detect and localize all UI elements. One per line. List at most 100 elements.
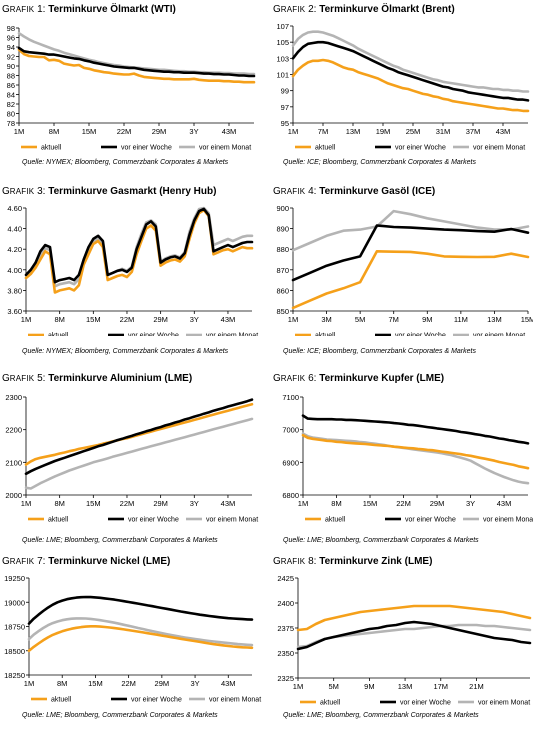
x-tick-label: 1M <box>21 499 31 508</box>
x-tick-label: 15M <box>521 315 533 324</box>
chart-panel-8: GRAFIK 8: Terminkurve Zink (LME) 2325 2350… <box>273 556 533 734</box>
series-line-vor-einer-woche <box>24 207 254 284</box>
legend-label: vor einer Woche <box>121 145 172 152</box>
y-tick-label: 97 <box>281 103 289 112</box>
y-tick-label: 107 <box>276 22 289 31</box>
x-tick-label: 31M <box>436 127 451 136</box>
x-tick-label: 22M <box>120 315 135 324</box>
x-tick-label: 3Y <box>466 499 475 508</box>
grafik-number: 6: <box>305 373 320 384</box>
series-line-vor-einer-woche <box>296 620 532 651</box>
chart-source: Quelle: ICE; Bloomberg, Commerzbank Corp… <box>283 348 476 355</box>
x-tick-label: 13M <box>346 127 361 136</box>
x-tick-label: 43M <box>221 679 236 688</box>
series-line-vor-einer-woche <box>291 40 530 102</box>
y-tick-label: 80 <box>7 110 15 119</box>
x-tick-label: 22M <box>117 127 132 136</box>
chart-source: Quelle: LME; Bloomberg, Commerzbank Corp… <box>283 537 479 544</box>
legend-label: vor einer Woche <box>395 145 446 152</box>
grafik-label-rest: RAFIK <box>280 374 306 383</box>
y-tick-label: 94 <box>7 43 15 52</box>
grafik-label-rest: RAFIK <box>280 187 306 196</box>
grafik-label-rest: RAFIK <box>9 557 35 566</box>
x-tick-label: 1M <box>288 315 298 324</box>
x-tick-label: 7M <box>318 127 328 136</box>
chart-title: GRAFIK 1: Terminkurve Ölmarkt (WTI) <box>2 4 176 15</box>
x-tick-label: 29M <box>155 679 170 688</box>
y-tick-label: 98 <box>7 24 15 33</box>
y-tick-label: 900 <box>276 204 289 213</box>
x-tick-label: 8M <box>57 679 67 688</box>
chart-title: GRAFIK 4: Terminkurve Gasöl (ICE) <box>273 186 435 197</box>
x-tick-label: 3Y <box>190 499 199 508</box>
chart-panel-4: GRAFIK 4: Terminkurve Gasöl (ICE) 850 860 8… <box>273 186 533 364</box>
grafik-label: G <box>2 186 10 197</box>
chart-title-text: Terminkurve Zink (LME) <box>319 556 433 567</box>
chart-title: GRAFIK 6: Terminkurve Kupfer (LME) <box>273 373 444 384</box>
series-line-aktuell <box>17 48 256 84</box>
grafik-label: G <box>2 373 10 384</box>
x-tick-label: 9M <box>422 315 432 324</box>
y-tick-label: 880 <box>276 245 289 254</box>
grafik-label: G <box>273 556 281 567</box>
chart-title-text: Terminkurve Gasöl (ICE) <box>319 186 436 197</box>
chart-title-text: Terminkurve Aluminium (LME) <box>48 373 193 384</box>
chart-panel-6: GRAFIK 6: Terminkurve Kupfer (LME) 6800 69… <box>273 373 533 551</box>
x-tick-label: 43M <box>496 127 511 136</box>
series-line-aktuell <box>301 433 530 470</box>
y-tick-label: 7100 <box>282 393 299 402</box>
grafik-label-rest: RAFIK <box>280 5 306 14</box>
legend-label: aktuell <box>48 333 69 337</box>
legend-label: vor einem Monat <box>473 333 525 337</box>
y-tick-label: 870 <box>276 266 289 275</box>
chart-svg: 3.60 3.80 4.00 4.20 4.40 4.60 1M 8M 15M 22M 29M 3Y 4… <box>7 204 258 337</box>
series-line-aktuell <box>24 208 254 294</box>
y-tick-label: 3.60 <box>7 307 22 316</box>
y-tick-label: 96 <box>7 34 15 43</box>
chart-title-text: Terminkurve Ölmarkt (Brent) <box>319 4 455 15</box>
x-tick-label: 8M <box>54 499 64 508</box>
y-tick-label: 4.40 <box>7 225 22 234</box>
grafik-number: 4: <box>305 186 320 197</box>
y-tick-label: 6900 <box>282 458 299 467</box>
x-tick-label: 15M <box>86 315 101 324</box>
chart-svg: 850 860 870 880 890 900 1M 3M 5M 7M 9M 11M 13M 15M akt… <box>276 204 533 337</box>
y-tick-label: 88 <box>7 72 15 81</box>
y-tick-label: 6800 <box>282 491 299 500</box>
x-tick-label: 43M <box>222 127 237 136</box>
legend-label: vor einem Monat <box>206 333 258 337</box>
legend-label: vor einer Woche <box>131 697 182 704</box>
chart-title-text: Terminkurve Nickel (LME) <box>48 556 171 567</box>
chart-title: GRAFIK 5: Terminkurve Aluminium (LME) <box>2 373 192 384</box>
chart-panel-2: GRAFIK 2: Terminkurve Ölmarkt (Brent) 95 9… <box>273 4 533 182</box>
y-tick-label: 2325 <box>277 674 294 683</box>
y-tick-label: 86 <box>7 81 15 90</box>
y-tick-label: 890 <box>276 225 289 234</box>
legend-label: vor einem Monat <box>199 145 251 152</box>
legend-label: vor einem Monat <box>473 145 525 152</box>
series-line-vor-einer-woche <box>17 46 256 78</box>
grafik-label: G <box>273 186 281 197</box>
x-tick-label: 9M <box>364 682 374 691</box>
series-line-aktuell <box>27 625 254 653</box>
x-tick-label: 8M <box>331 499 341 508</box>
series-line-vor-einem-monat <box>291 30 530 93</box>
grafik-number: 5: <box>34 373 49 384</box>
grafik-label-rest: RAFIK <box>9 187 35 196</box>
chart-source: Quelle: LME; Bloomberg, Commerzbank Corp… <box>22 537 218 544</box>
series-line-vor-einem-monat <box>27 617 254 647</box>
grafik-number: 3: <box>34 186 49 197</box>
x-tick-label: 37M <box>466 127 481 136</box>
grafik-label-rest: RAFIK <box>9 5 35 14</box>
y-tick-label: 2375 <box>277 624 294 633</box>
legend-label: aktuell <box>315 145 336 152</box>
y-tick-label: 95 <box>281 119 289 128</box>
x-tick-label: 22M <box>120 499 135 508</box>
chart-svg: 95 97 99 101 103 105 107 1M 7M 13M 19M 25M 31M 37M 43M… <box>276 22 530 152</box>
chart-source: Quelle: LME; Bloomberg, Commerzbank Corp… <box>22 712 218 719</box>
x-tick-label: 15M <box>88 679 103 688</box>
chart-panel-5: GRAFIK 5: Terminkurve Aluminium (LME) 200… <box>2 373 264 551</box>
chart-svg: 6800 6900 7000 7100 1M 8M 15M 22M 29M 3Y 43M aktuel… <box>282 393 533 523</box>
x-tick-label: 43M <box>497 499 512 508</box>
